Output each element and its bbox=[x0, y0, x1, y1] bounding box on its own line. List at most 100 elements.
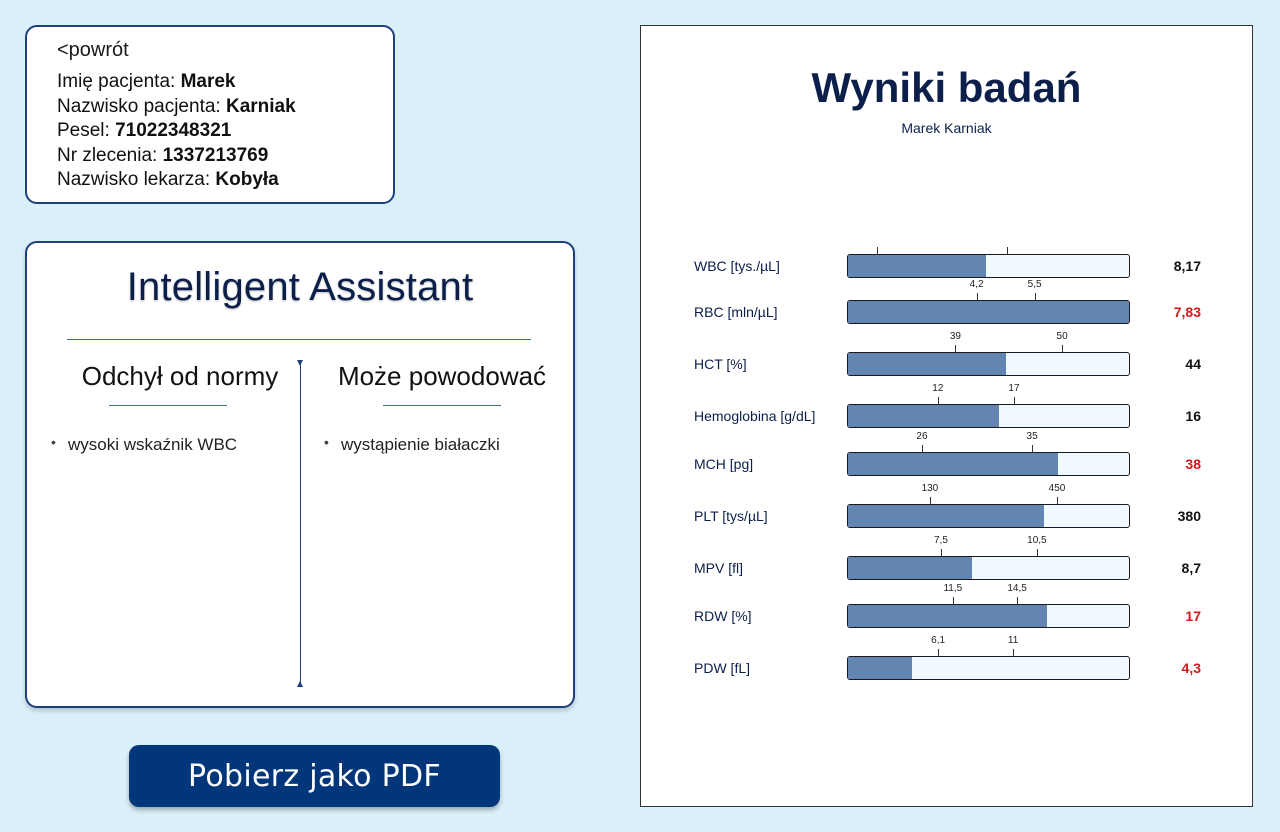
may-cause-item-text: wystąpienie białaczki bbox=[341, 435, 500, 454]
result-bar bbox=[847, 556, 1130, 580]
range-tick-high bbox=[1056, 497, 1058, 504]
range-label-high: 35 bbox=[1026, 431, 1038, 442]
bullet-icon: • bbox=[324, 434, 329, 450]
result-bar-fill bbox=[848, 353, 1006, 375]
range-label-low: 6,1 bbox=[931, 635, 946, 646]
deviation-heading: Odchył od normy bbox=[81, 361, 279, 391]
patient-pesel-row: Pesel: 71022348321 bbox=[57, 119, 363, 144]
patient-first-name-value: Marek bbox=[180, 71, 236, 92]
range-label-high: 5,5 bbox=[1027, 279, 1042, 290]
order-number-row: Nr zlecenia: 1337213769 bbox=[57, 144, 363, 169]
range-tick-high bbox=[1034, 293, 1036, 300]
result-bar bbox=[847, 352, 1130, 376]
range-label-high: 14,5 bbox=[1007, 583, 1027, 594]
range-tick-high bbox=[1013, 397, 1015, 404]
result-value: 8,17 bbox=[1173, 258, 1201, 274]
deviation-item-text: wysoki wskaźnik WBC bbox=[68, 435, 238, 454]
range-tick-high bbox=[1017, 597, 1019, 604]
patient-last-name-row: Nazwisko pacjenta: Karniak bbox=[57, 95, 363, 120]
bullet-icon: • bbox=[51, 434, 56, 450]
result-value: 8,7 bbox=[1181, 560, 1201, 576]
result-row: MCH [pg] 26 35 38 bbox=[641, 431, 1254, 476]
result-bar bbox=[847, 604, 1130, 628]
range-tick-low bbox=[976, 293, 978, 300]
result-bar-fill bbox=[848, 605, 1047, 627]
result-bar bbox=[847, 452, 1130, 476]
range-label-low: 4,2 bbox=[969, 279, 984, 290]
range-tick-low bbox=[929, 497, 931, 504]
result-value: 4,3 bbox=[1181, 660, 1201, 676]
range-tick-low bbox=[955, 345, 957, 352]
divider-arrow-bottom bbox=[297, 681, 303, 687]
patient-pesel-value: 71022348321 bbox=[115, 120, 232, 141]
result-name: PDW [fL] bbox=[694, 660, 751, 676]
list-item: • wysoki wskaźnik WBC bbox=[51, 434, 238, 455]
result-value: 16 bbox=[1185, 408, 1201, 424]
result-row: RDW [%] 11,5 14,5 17 bbox=[641, 583, 1254, 628]
result-bar-fill bbox=[848, 657, 912, 679]
result-bar-fill bbox=[848, 557, 973, 579]
order-number-value: 1337213769 bbox=[162, 144, 269, 166]
doctor-name-label: Nazwisko lekarza: bbox=[57, 169, 216, 190]
range-tick-low bbox=[940, 549, 942, 556]
result-row: PLT [tys/µL] 130 450 380 bbox=[641, 483, 1254, 528]
download-pdf-button[interactable]: Pobierz jako PDF bbox=[129, 745, 500, 807]
may-cause-heading-underline bbox=[383, 405, 501, 406]
range-tick-low bbox=[937, 397, 939, 404]
result-row: MPV [fl] 7,5 10,5 8,7 bbox=[641, 535, 1254, 580]
patient-info-card: <powrót Imię pacjenta: Marek Nazwisko pa… bbox=[25, 25, 395, 204]
back-link[interactable]: <powrót bbox=[57, 39, 129, 61]
patient-first-name-label: Imię pacjenta: bbox=[57, 71, 181, 92]
intelligent-assistant-panel: Intelligent Assistant Odchył od normy Mo… bbox=[25, 241, 575, 708]
result-name: MCH [pg] bbox=[694, 456, 754, 472]
result-bar-fill bbox=[848, 301, 1129, 323]
result-bar bbox=[847, 504, 1130, 528]
range-tick-high bbox=[1032, 445, 1034, 452]
title-divider bbox=[67, 339, 531, 340]
may-cause-heading: Może powodować bbox=[337, 361, 547, 391]
result-name: MPV [fl] bbox=[694, 560, 744, 576]
result-value: 38 bbox=[1185, 456, 1201, 472]
range-tick-high bbox=[1036, 549, 1038, 556]
result-value: 380 bbox=[1177, 508, 1201, 524]
result-bar bbox=[847, 254, 1130, 278]
deviation-heading-underline bbox=[109, 405, 227, 406]
range-label-high: 50 bbox=[1056, 331, 1068, 342]
range-tick-high bbox=[1062, 345, 1064, 352]
result-row: RBC [mln/µL] 4,2 5,5 7,83 bbox=[641, 279, 1254, 324]
result-bar-fill bbox=[848, 255, 986, 277]
report-patient-name: Marek Karniak bbox=[901, 120, 992, 136]
result-name: RDW [%] bbox=[694, 608, 752, 624]
patient-last-name-label: Nazwisko pacjenta: bbox=[57, 95, 226, 117]
range-tick-low bbox=[938, 649, 940, 656]
range-tick-low bbox=[876, 247, 878, 254]
result-row: WBC [tys./µL] 8,17 bbox=[641, 247, 1254, 278]
range-tick-high bbox=[1013, 649, 1015, 656]
result-name: Hemoglobina [g/dL] bbox=[694, 408, 816, 424]
report-title: Wyniki badań bbox=[811, 64, 1082, 111]
doctor-name-value: Kobyła bbox=[215, 169, 279, 190]
range-label-low: 39 bbox=[949, 331, 961, 342]
result-name: WBC [tys./µL] bbox=[694, 258, 780, 274]
range-label-low: 12 bbox=[932, 383, 944, 394]
range-label-low: 130 bbox=[921, 483, 939, 494]
range-label-low: 11,5 bbox=[943, 583, 963, 594]
result-row: PDW [fL] 6,1 11 4,3 bbox=[641, 635, 1254, 680]
range-label-low: 26 bbox=[916, 431, 928, 442]
result-name: HCT [%] bbox=[694, 356, 747, 372]
range-label-low: 7,5 bbox=[934, 535, 948, 546]
result-bar-fill bbox=[848, 453, 1058, 475]
result-row: HCT [%] 39 50 44 bbox=[641, 331, 1254, 376]
range-label-high: 450 bbox=[1048, 483, 1066, 494]
range-tick-high bbox=[1006, 247, 1008, 254]
result-value: 17 bbox=[1185, 608, 1201, 624]
range-label-high: 11 bbox=[1007, 635, 1019, 646]
result-bar-fill bbox=[848, 405, 999, 427]
range-label-high: 17 bbox=[1008, 383, 1020, 394]
patient-last-name-value: Karniak bbox=[225, 95, 296, 117]
result-value: 7,83 bbox=[1173, 304, 1201, 320]
may-cause-list: • wystąpienie białaczki bbox=[324, 434, 500, 455]
column-divider bbox=[300, 361, 301, 687]
range-tick-low bbox=[952, 597, 954, 604]
doctor-name-row: Nazwisko lekarza: Kobyła bbox=[57, 168, 363, 193]
